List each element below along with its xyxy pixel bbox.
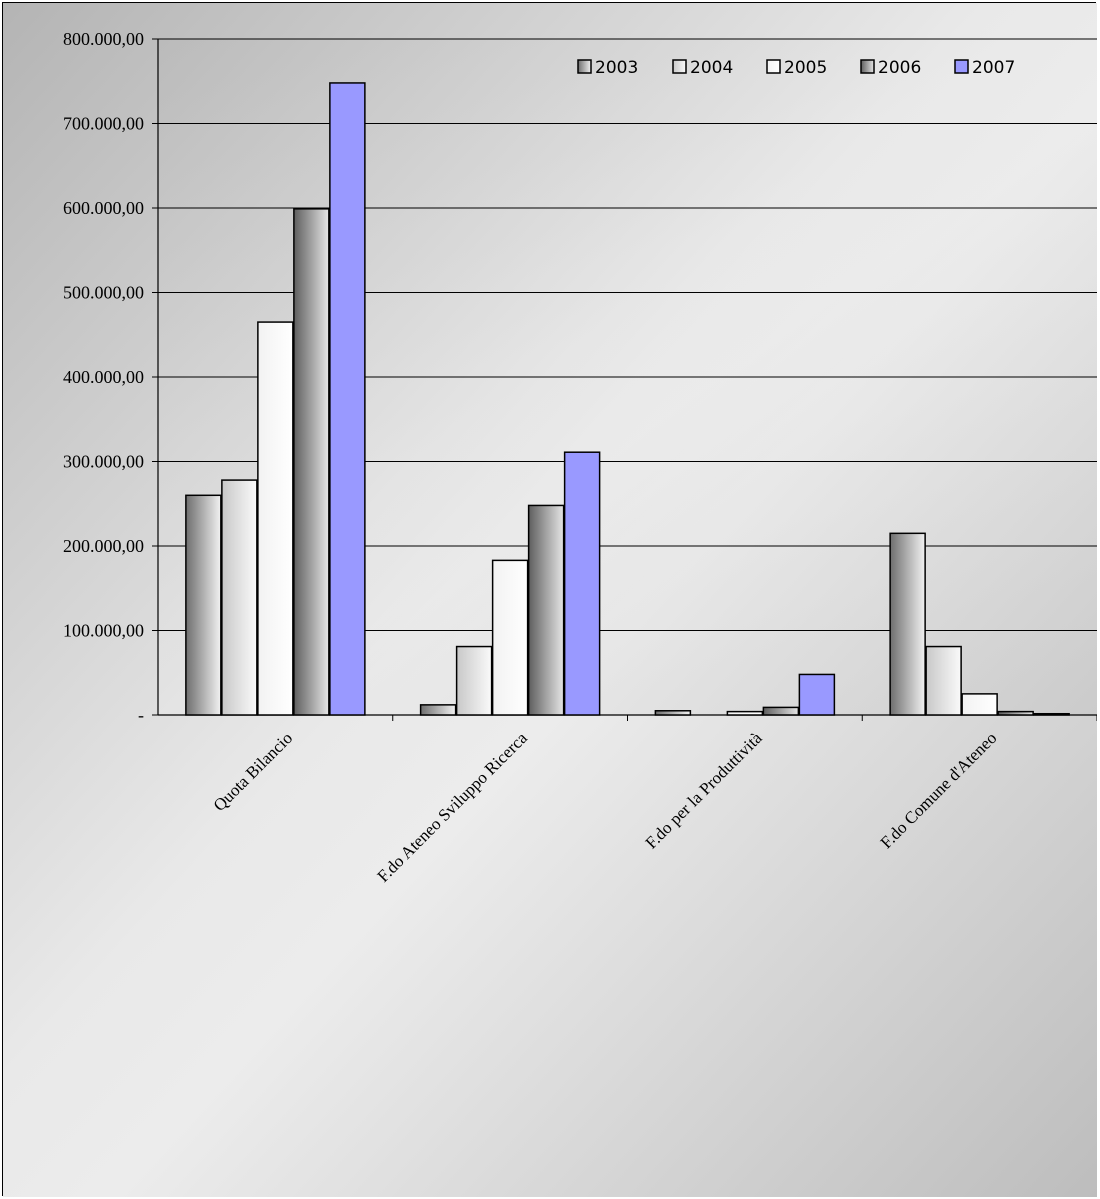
bar-2003-3	[654, 710, 692, 716]
legend-label-2004: 2004	[690, 58, 733, 78]
bar-2005-1	[257, 321, 294, 716]
y-tick-label: 600.000,00	[63, 198, 144, 218]
bar-chart: - 100.000,00 200.000,00 300.000,00 400.000,0…	[3, 3, 1097, 1197]
y-tick-label: 100.000,00	[63, 621, 144, 641]
legend-label-2005: 2005	[784, 58, 827, 78]
bar-2005-3	[726, 710, 764, 716]
y-tick-label: 400.000,00	[63, 367, 144, 387]
bar-2007-4	[1033, 712, 1070, 716]
legend-label-2007: 2007	[972, 58, 1015, 78]
bar-2006-3	[762, 706, 800, 716]
y-tick-label: -	[138, 705, 144, 725]
y-tick-label: 500.000,00	[63, 283, 144, 303]
bar-2006-1	[293, 208, 330, 716]
bar-2005-2	[491, 559, 529, 716]
bar-2004-2	[455, 645, 493, 716]
bar-2003-1	[185, 494, 222, 716]
bar-2005-4	[961, 693, 998, 716]
y-tick-label: 700.000,00	[63, 114, 144, 134]
y-tick-label: 300.000,00	[63, 452, 144, 472]
bar-2004-1	[221, 479, 258, 716]
bar-2007-3	[798, 673, 836, 716]
bar-2003-4	[889, 532, 926, 716]
legend-swatch-2005	[766, 59, 781, 74]
legend-swatch-2007	[954, 59, 969, 74]
y-tick-label: 800.000,00	[63, 29, 144, 49]
bar-2007-2	[563, 451, 601, 716]
legend: 2003 2004 2005 2006 2007	[577, 58, 1015, 78]
legend-swatch-2006	[860, 59, 875, 74]
bar-2007-1	[329, 82, 366, 716]
legend-label-2003: 2003	[595, 58, 638, 78]
legend-label-2006: 2006	[878, 58, 921, 78]
bar-2004-4	[925, 645, 962, 716]
y-tick-label: 200.000,00	[63, 536, 144, 556]
legend-swatch-2004	[672, 59, 687, 74]
bar-2006-2	[527, 504, 565, 716]
legend-swatch-2003	[577, 59, 592, 74]
bar-2006-4	[997, 710, 1034, 716]
bar-2003-2	[419, 704, 457, 716]
